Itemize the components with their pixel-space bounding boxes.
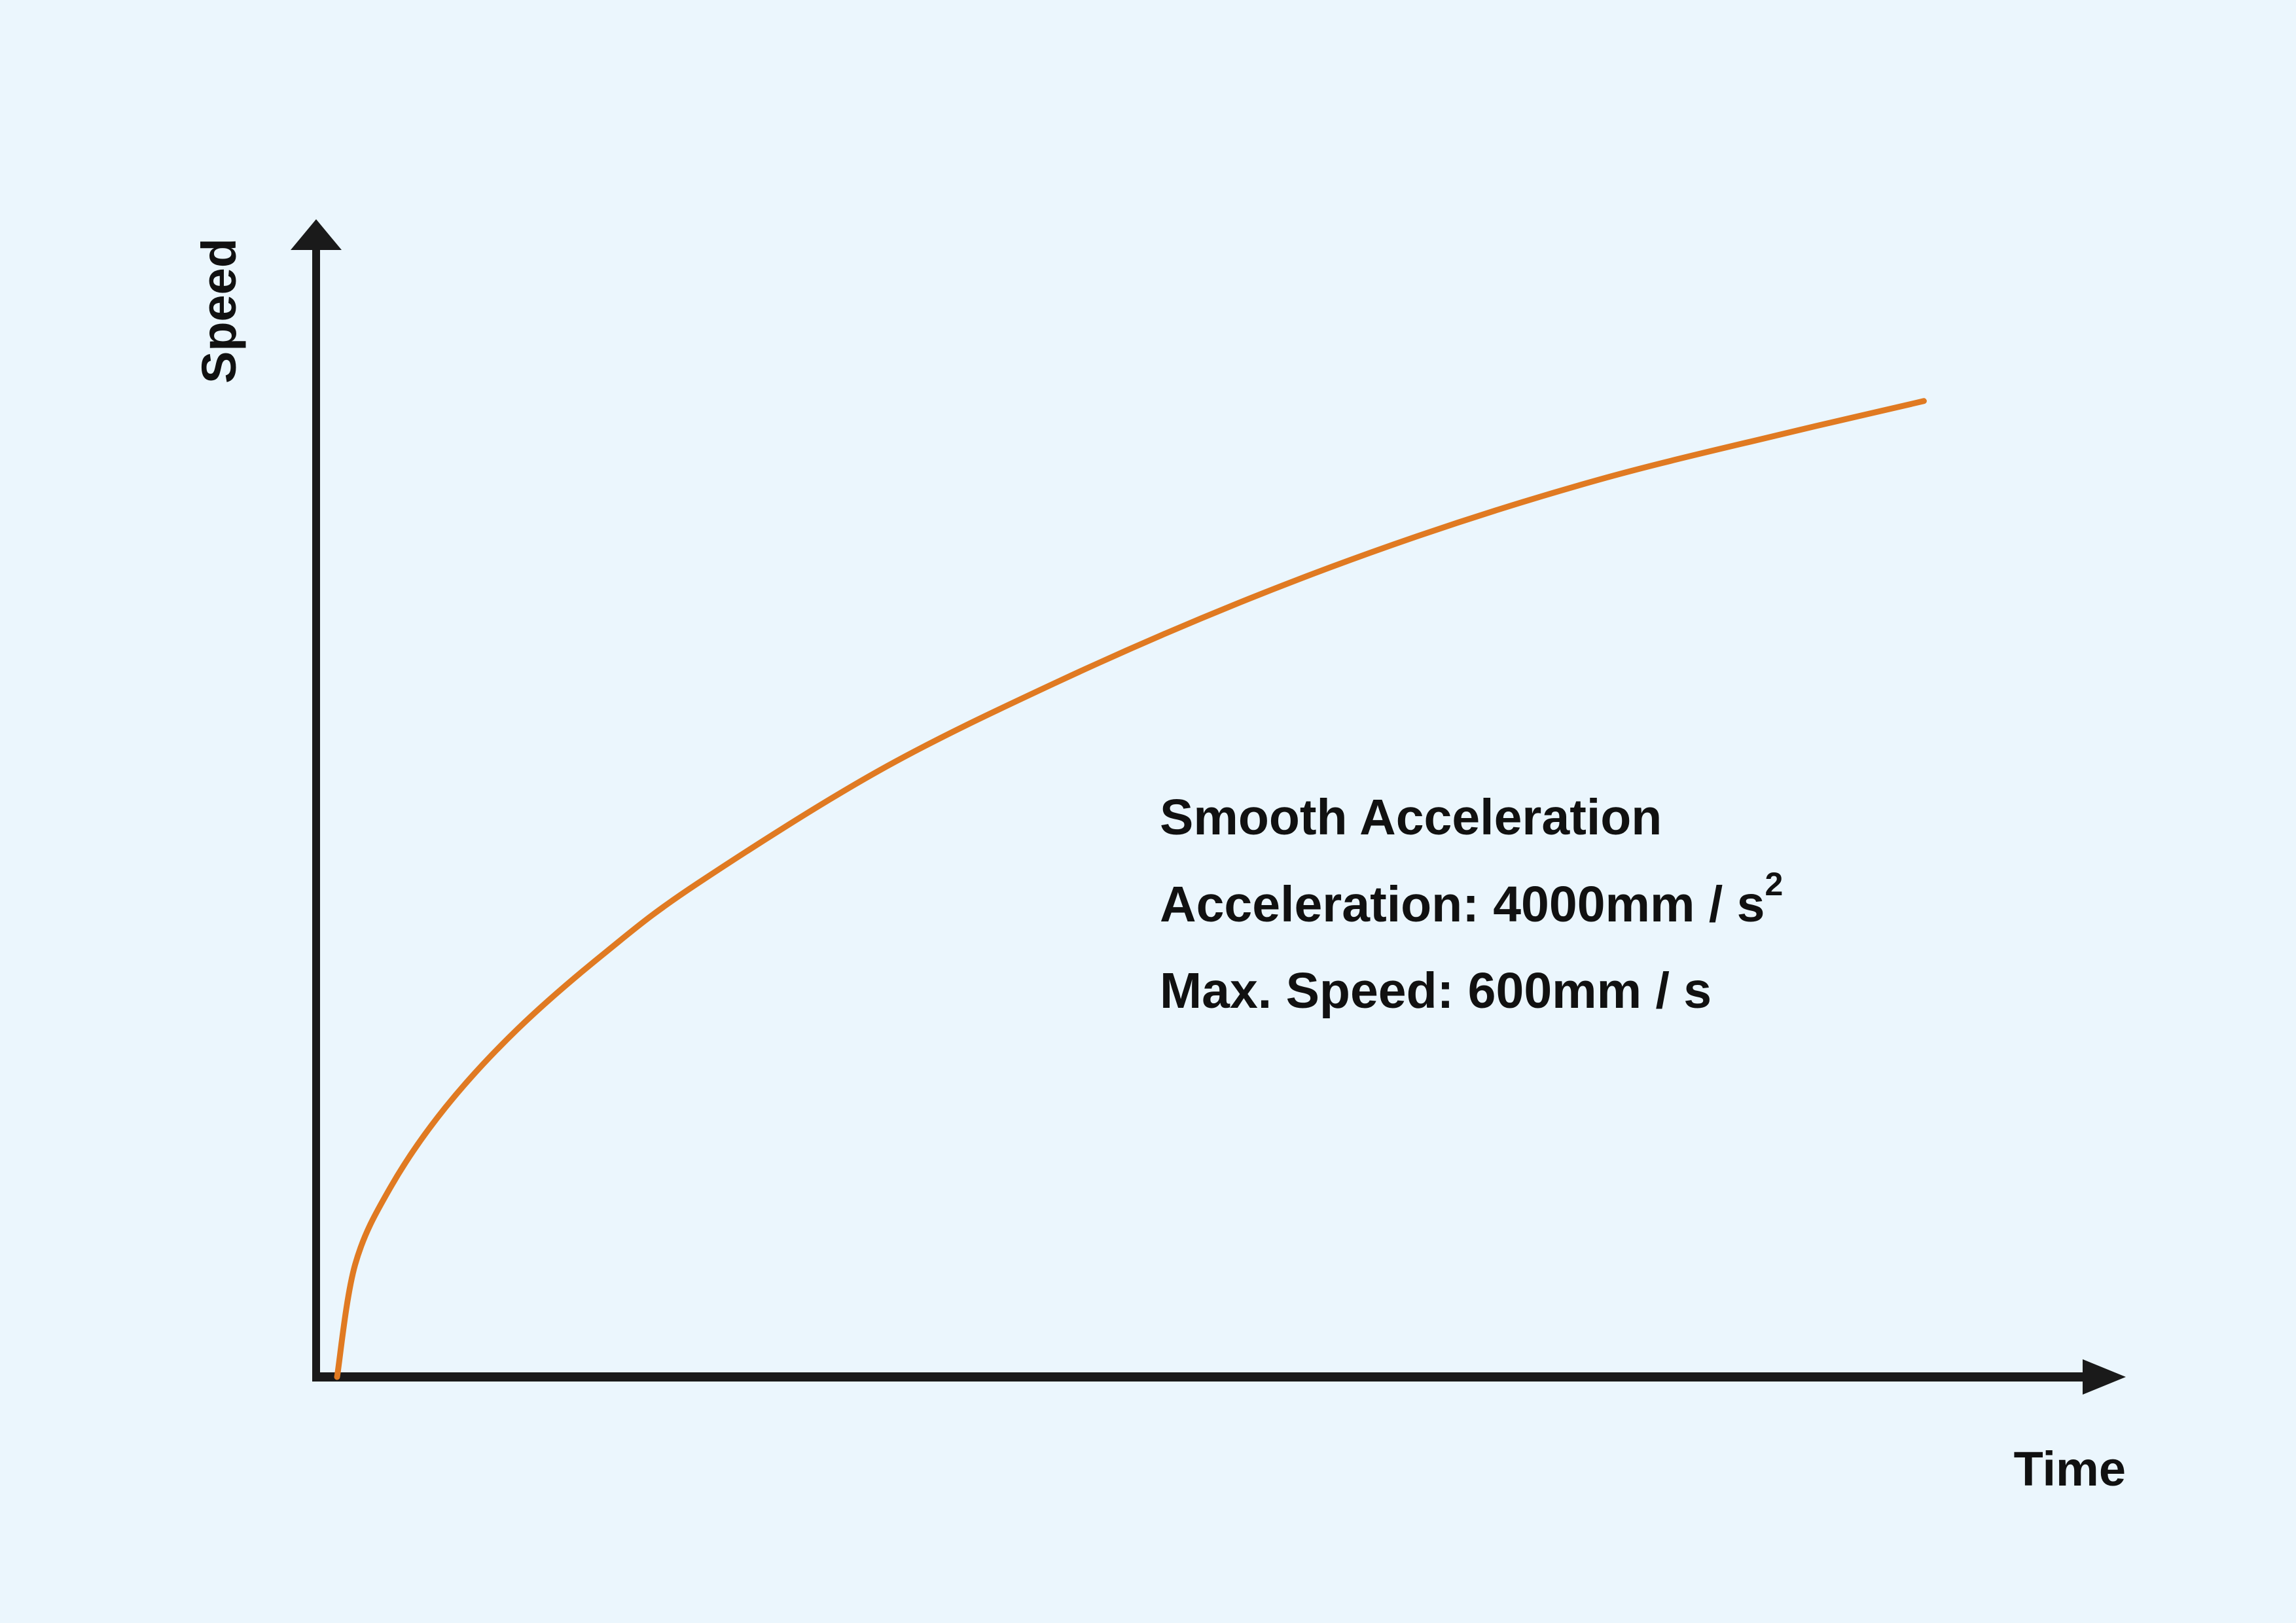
annotation-title: Smooth Acceleration: [1160, 789, 1662, 846]
annotation-max-speed: Max. Speed: 600mm / s: [1160, 963, 1712, 1019]
x-axis-arrowhead: [2083, 1359, 2126, 1395]
annotation-acceleration: Acceleration: 4000mm / s2: [1160, 866, 1783, 933]
y-axis-arrowhead: [291, 219, 342, 250]
y-axis-label: Speed: [192, 238, 246, 383]
annotation-block: Smooth Acceleration Acceleration: 4000mm…: [1160, 789, 1783, 1019]
speed-curve: [334, 398, 1927, 1380]
acceleration-text: Acceleration: 4000mm / s: [1160, 876, 1765, 933]
x-axis-label: Time: [2014, 1442, 2126, 1496]
x-axis: [312, 1359, 2126, 1395]
acceleration-superscript: 2: [1765, 866, 1783, 902]
y-axis: [291, 219, 342, 1380]
